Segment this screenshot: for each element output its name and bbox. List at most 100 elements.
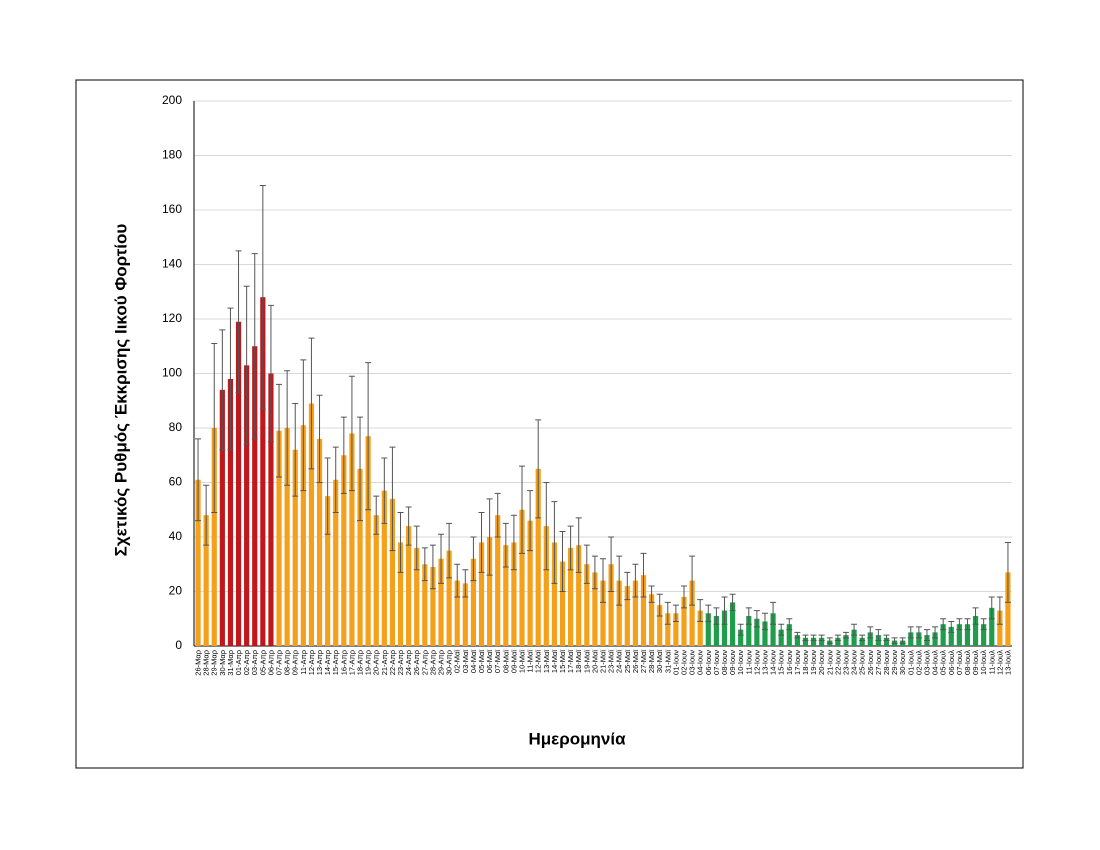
error-bar [689,555,696,606]
y-tick-label: 40 [169,529,183,543]
error-bar [494,492,501,538]
x-tick-label: 25-Μαϊ [623,650,632,673]
x-tick-label: 09-Απρ [291,650,300,675]
bar [721,610,728,646]
error-bar [818,634,825,642]
x-tick-label: 01-Ιουν [671,650,680,675]
error-bar [292,402,299,497]
x-tick-label: 02-Ιουν [679,650,688,675]
error-bar [608,536,615,592]
x-tick-label: 19-Απρ [364,650,373,675]
error-bar [559,531,566,592]
x-tick-label: 05-Μαϊ [477,650,486,673]
error-bar [713,607,720,625]
error-bar [243,285,250,445]
x-tick-label: 06-Απρ [266,650,275,675]
error-bar [575,517,582,573]
x-tick-label: 03-Απρ [250,650,259,675]
error-bar [697,599,704,622]
error-bar [794,631,801,639]
error-bar [745,607,752,625]
error-bar [988,596,995,620]
x-tick-label: 12-Απρ [307,650,316,675]
x-tick-label: 08-Μαϊ [501,650,510,673]
x-tick-label: 27-Μαϊ [639,650,648,673]
x-tick-label: 20-Μαϊ [590,650,599,673]
x-axis-title: Ημερομηνία [528,729,626,748]
x-tick-label: 03-Ιουν [688,650,697,675]
error-bar [478,511,485,573]
x-tick-label: 13-Ιουλ [1003,650,1012,675]
x-tick-label: 03-Ιουλ [922,650,931,675]
x-tick-label: 06-Ιουλ [947,650,956,675]
bar [989,607,995,646]
bar [373,515,379,646]
x-tick-label: 15-Μαϊ [558,650,567,673]
bar [422,564,428,646]
x-tick-label: 07-Ιουλ [955,650,964,675]
x-tick-label: 04-Ιουν [696,650,705,675]
bar [414,547,420,646]
error-bar [365,362,372,511]
x-tick-label: 24-Μαϊ [615,650,624,673]
bar [381,490,387,646]
bar [802,637,809,646]
error-bar [737,623,744,636]
bar [276,430,282,646]
error-bar [834,634,841,642]
error-bar [454,563,461,598]
error-bar [616,555,623,606]
y-tick-label: 160 [162,202,182,216]
error-bar [907,626,914,639]
bar [203,515,209,646]
x-tick-label: 18-Μαϊ [574,650,583,673]
x-tick-label: 07-Ιουν [712,650,721,675]
error-bar [300,359,307,492]
error-bar [389,446,396,552]
bar [341,455,347,646]
x-tick-label: 12-Μαϊ [534,650,543,673]
error-bar [980,618,987,631]
y-tick-label: 20 [169,584,183,598]
error-bar [316,394,323,483]
bar [762,621,768,646]
error-bar [381,457,388,524]
x-tick-label: 04-Ιουλ [931,650,940,675]
y-tick-label: 200 [162,93,182,107]
x-tick-label: 17-Μαϊ [566,650,575,673]
error-bar [867,626,874,639]
error-bar [915,626,922,639]
x-tick-label: 07-Μαϊ [493,650,502,673]
y-tick-label: 0 [175,638,182,652]
x-tick-label: 28-Μαϊ [647,650,656,673]
error-bar [591,555,598,590]
bar [908,632,914,646]
x-tick-label: 23-Μαϊ [607,650,616,673]
x-tick-label: 18-Ιουν [801,650,810,675]
x-tick-label: 02-Μαϊ [453,650,462,673]
bar [349,433,355,646]
error-bar [421,547,428,582]
x-tick-label: 11-Ιουν [744,650,753,675]
error-bar [267,304,274,443]
bar [357,468,363,646]
error-bar [211,343,218,513]
x-tick-label: 08-Απρ [283,650,292,675]
x-tick-label: 09-Μαϊ [509,650,518,673]
bar [535,468,541,646]
x-tick-label: 29-Μαρ [210,650,219,676]
bar [657,605,663,646]
x-tick-label: 10-Μαϊ [518,650,527,673]
error-bar [405,506,412,546]
bar [235,321,242,646]
error-bar [656,593,663,617]
bar [244,365,250,646]
y-tick-label: 140 [162,257,182,271]
x-tick-label: 08-Ιουλ [963,650,972,675]
bar [227,378,234,646]
x-tick-label: 26-Ιουν [866,650,875,675]
x-tick-label: 20-Ιουν [817,650,826,675]
x-tick-label: 11-Ιουλ [987,650,996,675]
bar [835,637,841,646]
error-bar [624,571,631,601]
